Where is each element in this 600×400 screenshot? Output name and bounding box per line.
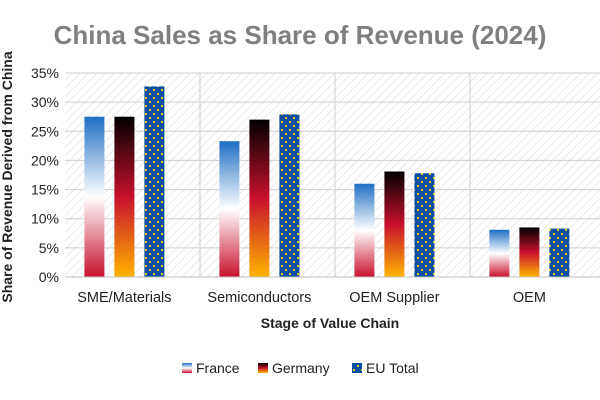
x-tick-label: OEM Supplier bbox=[349, 290, 439, 306]
legend-swatch-eu-total bbox=[352, 363, 362, 373]
france-bar bbox=[354, 183, 375, 277]
y-tick-label: 5% bbox=[39, 240, 59, 256]
legend-label: France bbox=[196, 360, 240, 376]
eu-total-bar bbox=[549, 228, 570, 277]
eu-total-bar bbox=[144, 86, 165, 277]
x-tick-label: Semiconductors bbox=[207, 290, 311, 306]
legend-swatch-germany bbox=[258, 363, 268, 373]
bars bbox=[65, 86, 600, 278]
y-tick-label: 30% bbox=[31, 94, 59, 110]
y-tick-label: 15% bbox=[31, 182, 59, 198]
france-bar bbox=[84, 116, 105, 277]
x-axis: SME/Materials Semiconductors OEM Supplier O… bbox=[77, 290, 546, 306]
germany-bar bbox=[249, 119, 270, 277]
x-tick-label: OEM bbox=[513, 290, 546, 306]
germany-bar bbox=[114, 116, 135, 277]
germany-bar bbox=[384, 171, 405, 277]
eu-total-bar bbox=[414, 173, 435, 277]
eu-total-bar bbox=[279, 114, 300, 277]
legend-label: Germany bbox=[272, 360, 330, 376]
y-tick-label: 35% bbox=[31, 65, 59, 81]
x-axis-title: Stage of Value Chain bbox=[261, 315, 399, 331]
y-tick-label: 20% bbox=[31, 152, 59, 168]
x-tick-label: SME/Materials bbox=[77, 290, 171, 306]
germany-bar bbox=[519, 227, 540, 277]
legend-swatch-france bbox=[182, 363, 192, 373]
legend: France Germany EU Total bbox=[182, 360, 419, 376]
y-axis-title: Share of Revenue Derived from China bbox=[0, 51, 15, 303]
legend-label: EU Total bbox=[366, 360, 419, 376]
y-tick-label: 0% bbox=[39, 269, 59, 285]
y-tick-label: 10% bbox=[31, 211, 59, 227]
france-bar bbox=[489, 229, 510, 277]
y-axis: 0% 5% 10% 15% 20% 25% 30% 35% bbox=[31, 65, 59, 285]
y-tick-label: 25% bbox=[31, 123, 59, 139]
chart-title: China Sales as Share of Revenue (2024) bbox=[54, 20, 547, 50]
france-bar bbox=[219, 141, 240, 277]
